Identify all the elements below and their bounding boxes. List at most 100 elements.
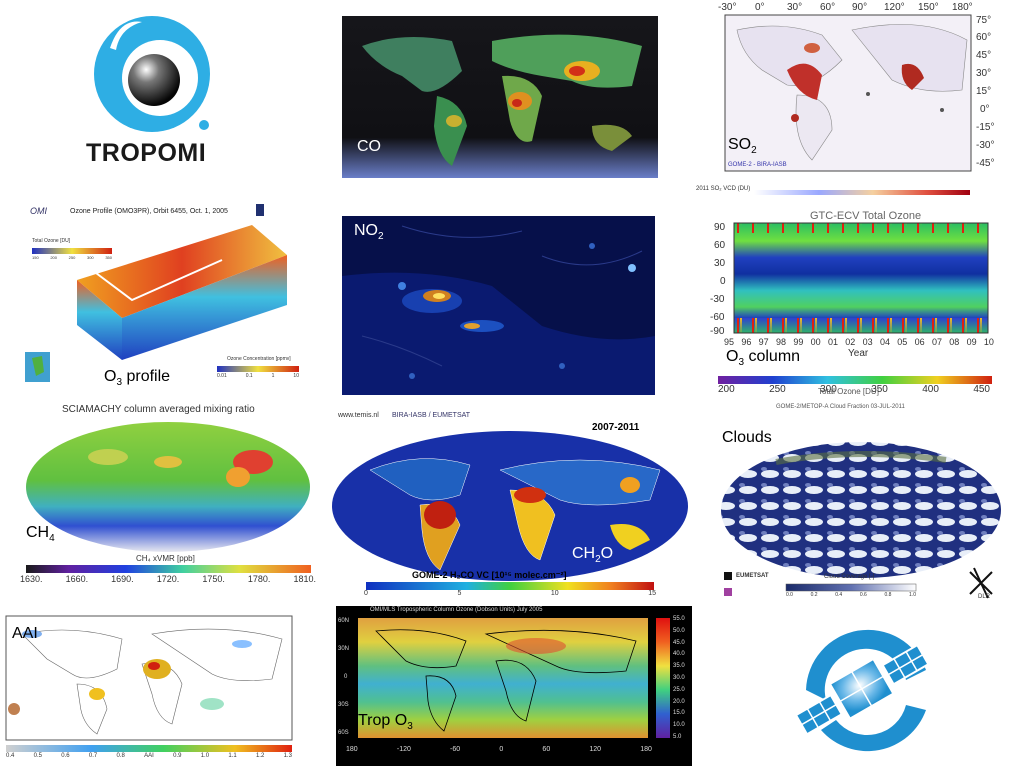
trop-x-3: 0 (499, 746, 504, 753)
ch4-map-image (26, 422, 311, 573)
o3col-xticks: 95 96 97 98 99 00 01 02 03 04 05 06 07 0… (724, 337, 994, 347)
trop-s-1: 50.0 (673, 627, 685, 634)
o3col-label-main: O (726, 348, 739, 365)
ch4-scale-title: CH₄ xVMR [ppb] (136, 554, 195, 563)
clouds-legend: Cloud Coverage [-] (824, 574, 875, 580)
no2-label-sub: 2 (378, 231, 384, 243)
o3col-s-2: 300 (820, 384, 837, 395)
clouds-s-4: 0.8 (884, 592, 892, 598)
ch2o-label-rest: O (600, 545, 614, 562)
aai-s-7: 1.0 (200, 753, 210, 759)
o3col-x-6: 01 (827, 337, 838, 347)
so2-lat-6: -15° (976, 122, 995, 133)
ch2o-s-0: 0 (364, 590, 368, 597)
so2-lon-6: 150° (918, 2, 939, 13)
trop-x-6: 180 (640, 746, 652, 753)
ch2o-label-main: CH (572, 545, 596, 562)
aai-s-8: 1.1 (228, 753, 237, 759)
trop-label-main: Trop O (358, 712, 408, 729)
no2-map-image (342, 216, 655, 395)
ch4-label-main: CH (26, 524, 50, 541)
trop-label: Trop O3 (358, 712, 413, 732)
ch2o-s-3: 15 (648, 590, 656, 597)
co-label: CO (357, 138, 381, 155)
o3col-y-0: 90 (714, 222, 726, 233)
o3col-x-2: 97 (758, 337, 769, 347)
satellite-logo (786, 620, 950, 760)
trop-s-0: 55.0 (673, 616, 685, 622)
trop-s-7: 20.0 (673, 698, 685, 705)
o3profile-label: O3 profile (104, 368, 170, 388)
o3col-s-1: 250 (769, 384, 786, 395)
clouds-header: GOME-2/METOP-A Cloud Fraction 03-JUL-201… (776, 404, 905, 410)
trop-s-8: 15.0 (673, 710, 685, 717)
trop-y-1: 30N (338, 646, 350, 652)
aai-s-9: 1.2 (255, 753, 265, 759)
ch4-s-3: 1720. (156, 574, 180, 584)
so2-map: -30° 0° 30° 60° 90° 120° 150° 180° 75° 6… (692, 0, 1002, 200)
trop-y-3: 30S (338, 702, 349, 708)
so2-footer: 2011 SO₂ VCD (DU) (696, 186, 751, 192)
o3col-scale-values: 200 250 300 350 400 450 (718, 384, 990, 395)
clouds-org-left: EUMETSAT (736, 573, 769, 579)
so2-lat-5: 0° (980, 104, 990, 115)
o3col-x-15: 10 (983, 337, 994, 347)
ch4-s-6: 1810. (293, 574, 316, 584)
so2-lon-5: 120° (884, 2, 905, 13)
trop-s-5: 30.0 (673, 674, 685, 681)
ch4-s-5: 1780. (247, 574, 271, 584)
o3col-label: O3 column (726, 348, 800, 368)
o3col-s-4: 400 (922, 384, 939, 395)
trop-y-4: 60S (338, 730, 349, 736)
logo-text: TROPOMI (86, 139, 207, 167)
o3profile-bs-0: 0.01 (217, 373, 227, 379)
so2-lon-2: 30° (787, 2, 803, 13)
ch2o-s-2: 10 (550, 590, 559, 597)
o3profile-label-sub: 3 (116, 377, 123, 388)
ch2o-label-sub: 2 (595, 554, 601, 566)
trop-title: OMI/MLS Tropospheric Column Ozone (Dobso… (370, 607, 543, 613)
o3profile-bs-1: 0.1 (245, 373, 253, 379)
aai-map: AAI 0.4 0.5 0.6 0.7 0.8 AAI 0.9 1.0 1.1 … (2, 614, 296, 764)
o3col-x-7: 02 (845, 337, 856, 347)
o3profile-bottomscale-values: 0.01 0.1 1 10 (217, 373, 299, 379)
tropomi-logo: TROPOMI (80, 8, 230, 178)
trop-xticks: 180 -120 -60 0 60 120 180 (346, 746, 652, 753)
so2-lat-4: 15° (976, 86, 992, 97)
o3col-s-5: 450 (973, 384, 990, 395)
o3col-x-1: 96 (741, 337, 752, 347)
o3profile-ts-4: 350 (105, 255, 112, 260)
o3profile-title: Ozone Profile (OMO3PR), Orbit 6455, Oct.… (70, 208, 228, 215)
ch4-s-1: 1660. (65, 574, 89, 584)
clouds-map-image (721, 442, 1001, 599)
trop-s-9: 10.0 (673, 722, 685, 729)
o3profile-topscale-values: 150 200 250 300 350 (32, 255, 112, 260)
o3col-x-12: 07 (931, 337, 942, 347)
trop-x-2: -60 (450, 746, 461, 753)
trop-s-6: 25.0 (673, 686, 685, 693)
aai-s-4: 0.8 (116, 753, 125, 759)
co-map: CO (342, 16, 658, 178)
trop-y-0: 60N (338, 618, 350, 624)
o3col-x-14: 09 (966, 337, 977, 347)
so2-lon-4: 90° (852, 2, 868, 13)
ch2o-footer: GOME-2 H₂CO VC [10¹⁵ molec.cm⁻²] (412, 570, 567, 580)
ch2o-map: www.temis.nl BIRA-IASB / EUMETSAT 2007-2… (330, 410, 690, 600)
o3col-y-4: -30 (710, 294, 725, 305)
o3col-scale-title: Total Ozone [DU] (818, 387, 879, 396)
o3col-y-3: 0 (720, 276, 726, 287)
o3profile-bs-3: 10 (293, 373, 299, 379)
so2-credit: GOME-2 - BIRA-IASB (728, 162, 787, 168)
o3col-y-1: 60 (714, 240, 726, 251)
ch2o-scale-values: 0 5 10 15 (364, 590, 656, 597)
ch4-s-0: 1630. (20, 574, 43, 584)
ch4-title: SCIAMACHY column averaged mixing ratio (62, 404, 255, 415)
trop-s-3: 40.0 (673, 651, 685, 658)
clouds-scale-values: 0.0 0.2 0.4 0.6 0.8 1.0 (786, 592, 916, 598)
aai-s-0: 0.4 (6, 753, 15, 759)
ch4-label-sub: 4 (49, 533, 55, 545)
ch2o-label: CH2O (572, 545, 613, 565)
ch2o-map-image (332, 431, 688, 590)
so2-lat-2: 45° (976, 50, 992, 61)
aai-label: AAI (12, 625, 38, 642)
